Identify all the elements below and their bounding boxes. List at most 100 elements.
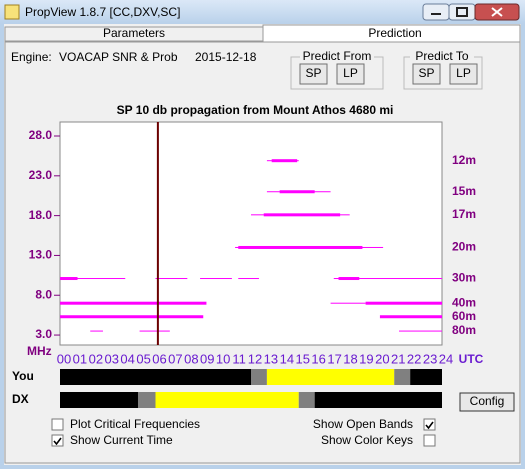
button[interactable] — [299, 63, 328, 85]
checkmark — [53, 437, 62, 446]
button-label: LP — [343, 66, 358, 80]
timeline-label: DX — [12, 392, 29, 406]
timeline-segment — [410, 369, 442, 385]
propagation-weak — [399, 330, 442, 332]
maximize-button[interactable] — [448, 3, 476, 21]
y-tick-label: 3.0 — [35, 327, 52, 341]
band-label: 40m — [452, 295, 476, 309]
propagation-strong — [60, 301, 207, 305]
x-tick-label: 23 — [423, 351, 437, 366]
close-glyph — [491, 7, 503, 17]
propagation-strong — [60, 277, 78, 281]
propagation-strong — [338, 277, 360, 281]
chart-title: SP 10 db propagation from Mount Athos 46… — [117, 103, 394, 117]
x-tick-label: 02 — [89, 351, 103, 366]
x-tick-label: 15 — [296, 351, 310, 366]
x-tick-label: 06 — [152, 351, 166, 366]
x-tick-label: 20 — [375, 351, 389, 366]
group-title: Predict To — [415, 49, 468, 63]
checkbox[interactable] — [51, 418, 64, 431]
button[interactable] — [449, 63, 478, 85]
x-tick-label: 08 — [184, 351, 198, 366]
x-tick-label: 01 — [73, 351, 87, 366]
propagation-strong — [379, 315, 442, 319]
band-label: 60m — [452, 309, 476, 323]
timeline-segment — [298, 392, 315, 408]
x-unit: UTC — [459, 352, 484, 366]
x-tick-label: 05 — [136, 351, 150, 366]
timeline-segment — [60, 392, 138, 408]
timeline-segment — [251, 369, 267, 385]
x-tick-label: 21 — [391, 351, 405, 366]
x-tick-label: 13 — [264, 351, 278, 366]
engine-date: 2015-12-18 — [195, 50, 257, 64]
timeline-segment — [314, 392, 442, 408]
engine-name: VOACAP SNR & Prob — [59, 50, 178, 64]
plot-area — [59, 121, 443, 346]
propagation-strong — [60, 315, 204, 319]
button-label: LP — [456, 66, 471, 80]
x-tick-label: 11 — [232, 351, 246, 366]
minimize-button[interactable] — [422, 3, 450, 21]
checkmark — [425, 421, 434, 430]
propagation-weak — [90, 330, 103, 332]
group-title-bg — [410, 52, 474, 64]
x-tick-label: 10 — [216, 351, 230, 366]
propagation-weak — [333, 278, 442, 280]
timeline-segment — [394, 369, 411, 385]
band-label: 80m — [452, 323, 476, 337]
checkbox-label: Plot Critical Frequencies — [70, 417, 200, 431]
propagation-weak — [330, 302, 366, 304]
propagation-strong — [263, 213, 341, 217]
tab-label: Parameters — [103, 26, 165, 40]
propagation-weak — [155, 278, 188, 280]
app-icon — [4, 4, 20, 20]
timeline-segment — [60, 369, 251, 385]
band-label: 17m — [452, 207, 476, 221]
group-title: Predict From — [303, 49, 372, 63]
y-tick-label: 8.0 — [35, 287, 52, 301]
timeline-segment — [137, 392, 156, 408]
band-label: 15m — [452, 184, 476, 198]
timeline-segment — [155, 392, 299, 408]
checkbox[interactable] — [423, 434, 436, 447]
propagation-weak — [238, 278, 259, 280]
config-button[interactable] — [459, 392, 515, 412]
checkbox-label: Show Color Keys — [321, 433, 413, 447]
propagation-strong — [271, 159, 298, 163]
x-tick-label: 09 — [200, 351, 214, 366]
propagation-strong — [365, 301, 442, 305]
checkbox[interactable] — [51, 434, 64, 447]
band-label: 30m — [452, 271, 476, 285]
checkbox[interactable] — [423, 418, 436, 431]
window-title: PropView 1.8.7 [CC,DXV,SC] — [25, 5, 180, 19]
x-tick-label: 14 — [280, 351, 294, 366]
group-title-bg — [300, 52, 374, 64]
x-tick-label: 22 — [407, 351, 421, 366]
propagation-strong — [238, 245, 363, 249]
timeline-segment — [266, 369, 395, 385]
x-tick-label: 07 — [168, 351, 182, 366]
x-tick-label: 00 — [57, 351, 71, 366]
band-label: 20m — [452, 240, 476, 254]
button-label: SP — [418, 66, 434, 80]
y-tick-label: 13.0 — [29, 248, 53, 262]
button[interactable] — [412, 63, 441, 85]
tab-label: Prediction — [368, 26, 421, 40]
x-tick-label: 04 — [120, 351, 134, 366]
maximize-glyph — [456, 7, 468, 17]
propagation-weak — [139, 330, 170, 332]
x-tick-label: 03 — [105, 351, 119, 366]
band-label: 12m — [452, 153, 476, 167]
y-tick-label: 23.0 — [29, 168, 53, 182]
button[interactable] — [336, 63, 365, 85]
x-tick-label: 18 — [343, 351, 357, 366]
propagation-strong — [279, 190, 315, 194]
checkbox-label: Show Open Bands — [313, 417, 413, 431]
propagation-weak — [60, 278, 126, 280]
x-tick-label: 16 — [311, 351, 325, 366]
propagation-weak — [200, 278, 232, 280]
x-tick-label: 19 — [359, 351, 373, 366]
